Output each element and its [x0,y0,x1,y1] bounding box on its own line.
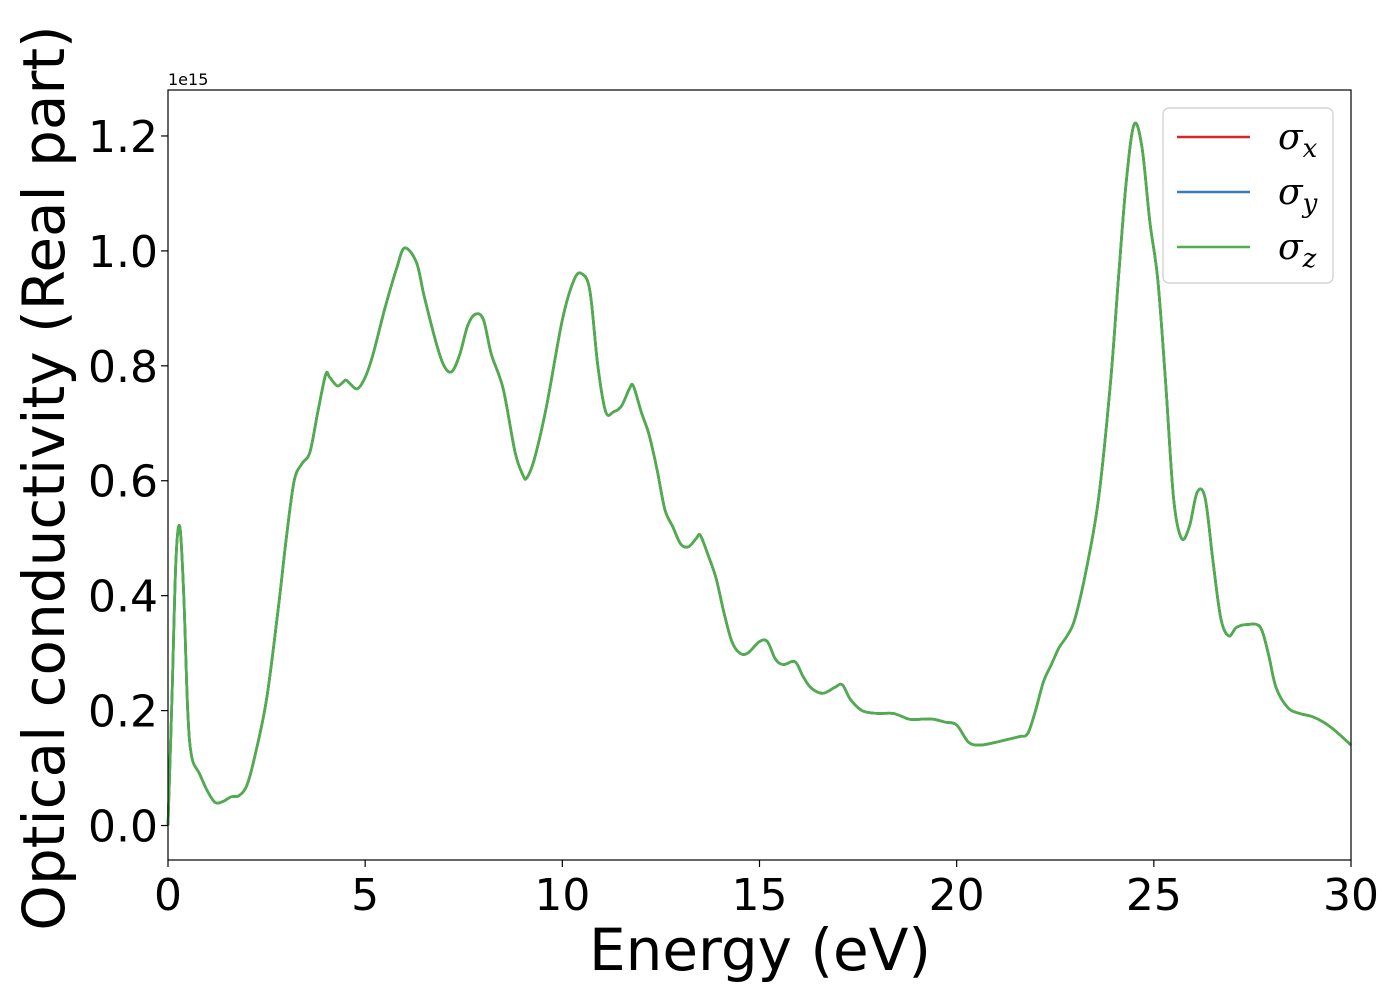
y-tick-label: 0.6 [88,457,158,508]
legend: σx σy σz [1162,107,1334,284]
x-tick-label: 15 [732,870,788,921]
x-tick-label: 0 [154,870,182,921]
y-axis: 0.0 0.2 0.4 0.6 0.8 1.0 1.2 [88,112,168,853]
legend-label-y: σy [1278,172,1318,219]
y-tick-label: 0.8 [88,342,158,393]
series-line-z [166,121,1352,826]
legend-label-x: σx [1278,117,1318,164]
x-tick-label: 30 [1323,870,1379,921]
x-tick-label: 5 [351,870,379,921]
y-tick-label: 1.2 [88,112,158,163]
y-tick-label: 0.4 [88,572,158,623]
x-tick-label: 10 [534,870,590,921]
x-tick-label: 25 [1126,870,1182,921]
legend-box [1162,107,1334,284]
y-tick-label: 1.0 [88,227,158,278]
y-offset-label: 1e15 [168,70,208,89]
y-axis-label: Optical conductivity (Real part) [10,25,78,930]
plot-area [168,90,1351,860]
x-axis-label: Energy (eV) [589,916,931,984]
legend-label-z: σz [1278,227,1317,274]
y-tick-label: 0.2 [88,687,158,738]
series-layer [166,121,1352,826]
y-tick-label: 0.0 [88,802,158,853]
x-axis: 0 5 10 15 20 25 30 [154,860,1379,921]
x-tick-label: 20 [929,870,985,921]
